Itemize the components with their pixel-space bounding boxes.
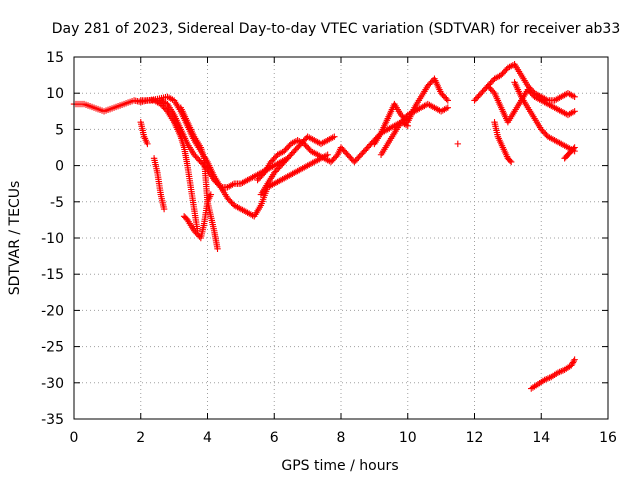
y-tick-label: 5 [55, 122, 64, 138]
data-point [207, 191, 215, 198]
data-point [144, 140, 151, 148]
y-tick-label: -20 [41, 303, 64, 319]
data-point [570, 357, 577, 365]
data-point [571, 93, 578, 101]
x-tick-label: 4 [203, 430, 212, 446]
y-tick-label: -35 [41, 412, 64, 428]
data-point [444, 97, 451, 104]
chart-title: Day 281 of 2023, Sidereal Day-to-day VTE… [52, 21, 621, 37]
x-tick-label: 16 [599, 430, 617, 446]
y-tick-label: 0 [55, 159, 64, 175]
data-point [570, 145, 577, 152]
data-point [454, 140, 462, 148]
y-tick-label: -5 [50, 195, 64, 211]
x-tick-label: 10 [399, 430, 417, 446]
data-point [571, 356, 578, 363]
data-point [444, 104, 451, 111]
x-tick-label: 0 [70, 430, 79, 446]
y-tick-label: -25 [41, 340, 64, 356]
data-point [333, 152, 340, 160]
data-point [489, 88, 497, 95]
data-point [324, 151, 331, 158]
x-tick-label: 8 [337, 430, 346, 446]
data-point [571, 108, 578, 115]
x-tick-label: 14 [532, 430, 550, 446]
data-point [259, 171, 267, 178]
x-axis-label: GPS time / hours [281, 458, 398, 474]
data-point [571, 144, 578, 151]
x-tick-label: 2 [136, 430, 145, 446]
data-point [506, 157, 514, 164]
axis-ticks: 0 2 4 6 8 10 12 14 16 15 10 5 0 -5 -10 -15 -20 -25 -30 -35 [41, 50, 617, 446]
y-tick-label: -30 [41, 376, 64, 392]
data-point [214, 245, 221, 253]
x-tick-label: 12 [466, 430, 484, 446]
data-point [508, 158, 515, 166]
y-tick-label: -10 [41, 231, 64, 247]
data-point [202, 164, 210, 171]
data-point [216, 182, 223, 190]
y-axis-label: SDTVAR / TECUs [7, 181, 23, 296]
x-tick-label: 6 [270, 430, 279, 446]
data-points [70, 61, 578, 392]
data-point [569, 359, 577, 366]
data-point [443, 95, 450, 103]
y-tick-label: 15 [46, 50, 64, 66]
y-tick-label: 10 [46, 86, 64, 102]
data-point [160, 205, 168, 213]
data-point [162, 106, 170, 114]
y-tick-label: -15 [41, 267, 64, 283]
data-point [331, 133, 338, 140]
